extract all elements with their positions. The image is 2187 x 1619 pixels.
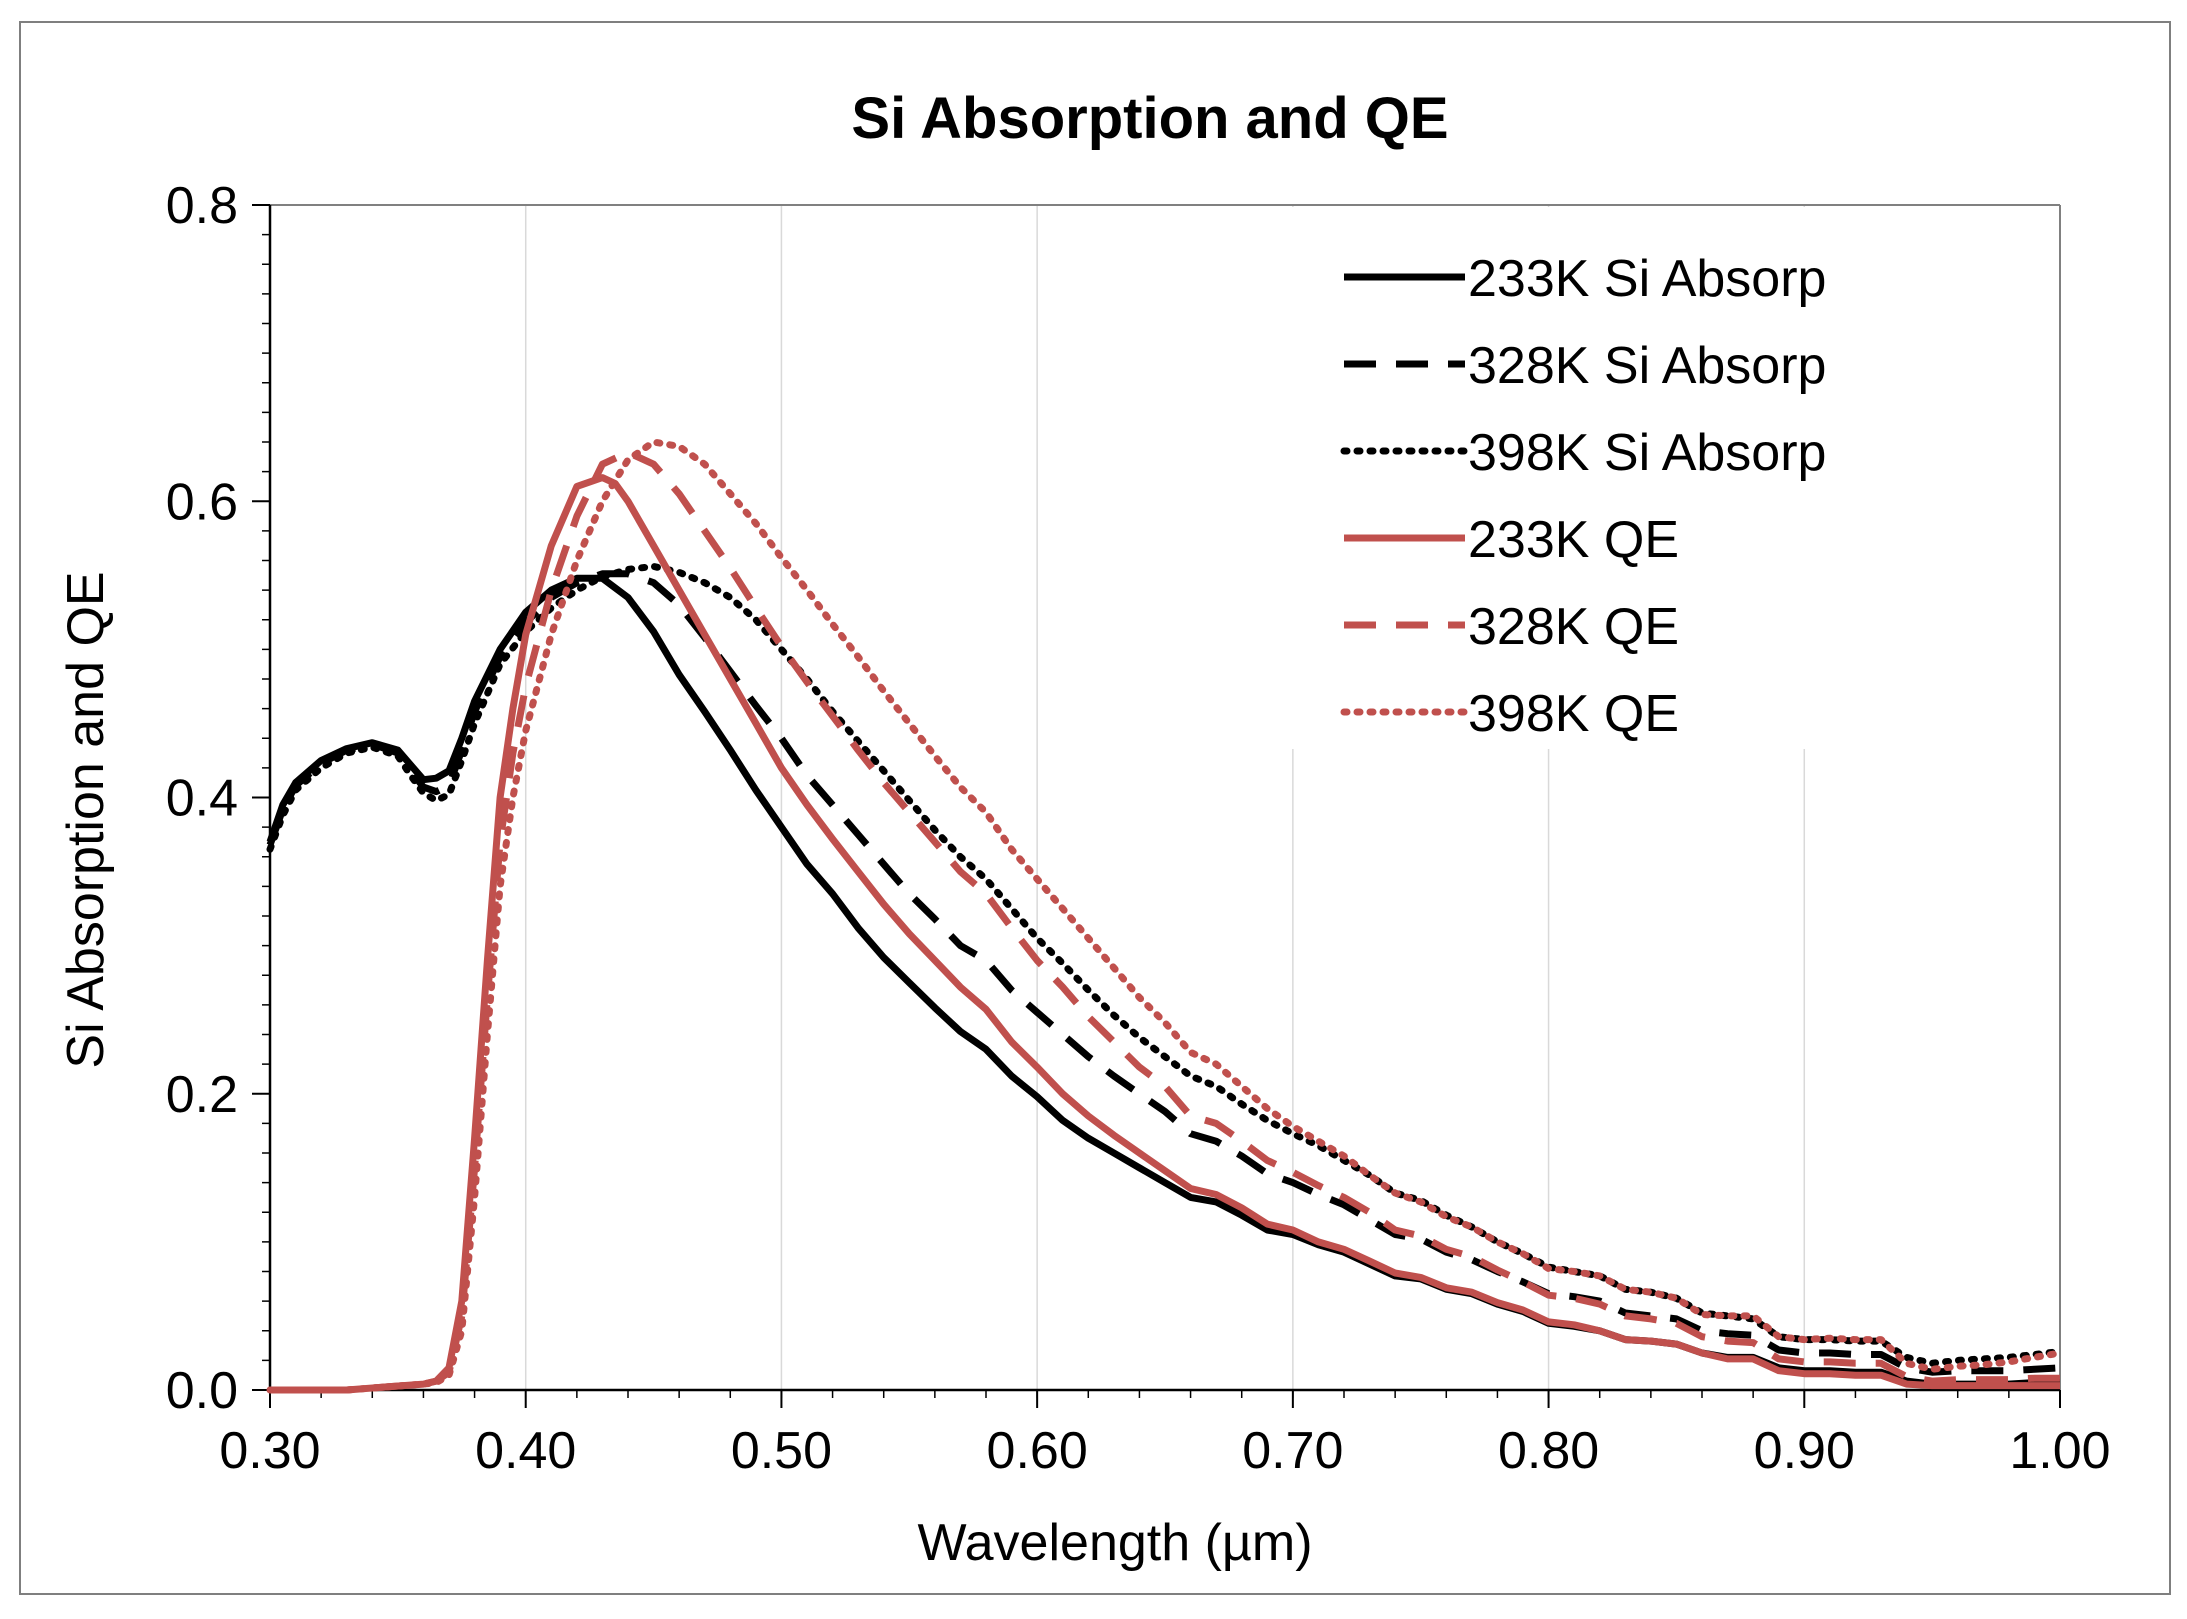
x-tick-label: 0.50	[731, 1422, 832, 1480]
series-line-5	[270, 448, 2060, 1394]
x-tick-label: 0.90	[1754, 1422, 1855, 1480]
legend-label-6: 398K QE	[1468, 685, 1679, 743]
series-layer	[266, 438, 2064, 1394]
x-tick-label: 0.30	[219, 1422, 320, 1480]
y-tick-label: 0.4	[166, 770, 238, 828]
y-tick-label: 0.6	[166, 473, 238, 531]
x-tick-label: 0.40	[475, 1422, 576, 1480]
series-line-4	[270, 474, 2060, 1394]
series-line-3	[266, 562, 2064, 1367]
legend-label-5: 328K QE	[1468, 598, 1679, 656]
chart-title: Si Absorption and QE	[851, 86, 1448, 151]
x-tick-label: 0.60	[987, 1422, 1088, 1480]
y-tick-label: 0.8	[166, 177, 238, 235]
legend-background	[1252, 207, 1942, 749]
series-line-6	[266, 438, 2064, 1394]
legend-label-2: 328K Si Absorp	[1468, 337, 1826, 395]
legend: 233K Si Absorp 328K Si Absorp 398K Si Abso…	[1252, 207, 1942, 749]
legend-label-4: 233K QE	[1468, 511, 1679, 569]
x-tick-label: 0.70	[1242, 1422, 1343, 1480]
legend-label-3: 398K Si Absorp	[1468, 424, 1826, 482]
y-tick-label: 0.0	[166, 1362, 238, 1420]
series-line-2	[266, 570, 2061, 1376]
x-axis-label: Wavelength (µm)	[917, 1514, 1312, 1572]
x-tick-label: 1.00	[2009, 1422, 2110, 1480]
legend-label-1: 233K Si Absorp	[1468, 250, 1826, 308]
axis-layer: 0.0 0.2 0.4 0.6 0.8 0.30 0.40 0.50 0.60 0.70 0.80 0…	[166, 177, 2111, 1480]
y-axis-label: Si Absorption and QE	[57, 571, 115, 1068]
x-tick-label: 0.80	[1498, 1422, 1599, 1480]
y-tick-label: 0.2	[166, 1066, 238, 1124]
